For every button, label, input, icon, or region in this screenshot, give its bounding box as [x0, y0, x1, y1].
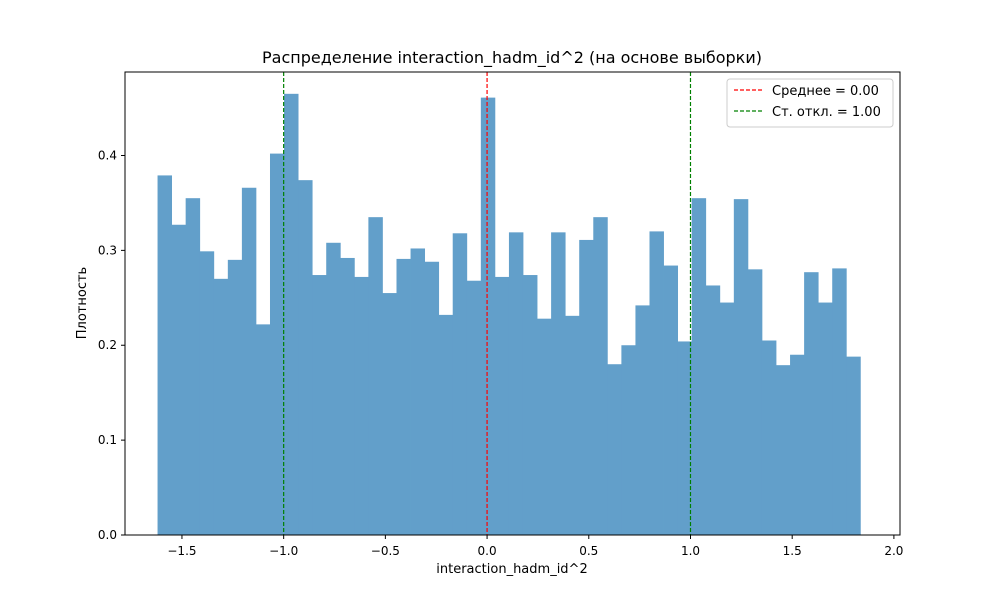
histogram-bar [227, 259, 243, 535]
y-tick-label: 0.0 [98, 528, 117, 542]
histogram-bar [213, 278, 229, 535]
x-tick-label: 2.0 [884, 544, 903, 558]
histogram-bar [649, 231, 664, 536]
histogram-bar [354, 276, 369, 535]
histogram-bar [452, 233, 468, 535]
histogram-bar [761, 340, 777, 535]
histogram-bar [494, 276, 510, 535]
histogram-bar [241, 187, 257, 535]
histogram-bar [466, 280, 482, 535]
histogram-bar [537, 318, 552, 535]
histogram-bar [340, 257, 355, 535]
histogram-bar [298, 180, 313, 535]
histogram-bar [719, 302, 735, 535]
x-axis-label: interaction_hadm_id^2 [436, 562, 587, 577]
histogram-bar [326, 242, 341, 535]
y-axis-label: Плотность [75, 267, 90, 339]
histogram-bar [565, 315, 580, 535]
x-tick-label: 0.5 [579, 544, 598, 558]
x-axis-ticks: −1.5 −1.0 −0.5 0.0 0.5 1.0 1.5 2.0 [167, 535, 903, 558]
y-tick-label: 0.2 [98, 338, 117, 352]
bars-group [157, 93, 861, 536]
histogram-bar [551, 232, 566, 535]
histogram-bar [579, 239, 594, 535]
histogram-bar [663, 265, 679, 535]
histogram-bar [382, 293, 397, 535]
histogram-bar [157, 175, 173, 535]
histogram-bar [480, 97, 496, 535]
x-tick-label: 0.0 [478, 544, 497, 558]
histogram-bar [818, 302, 833, 535]
histogram-bar [691, 198, 707, 536]
legend-label-std: Ст. откл. = 1.00 [772, 105, 881, 120]
legend-label-mean: Среднее = 0.00 [772, 84, 879, 99]
y-tick-label: 0.4 [98, 148, 117, 162]
histogram-bar [593, 217, 608, 536]
histogram-bar [621, 345, 636, 535]
histogram-bar [705, 285, 721, 535]
histogram-bar [368, 217, 383, 536]
histogram-bar [185, 198, 201, 536]
histogram-bar [171, 224, 187, 535]
histogram-bar [635, 305, 650, 535]
histogram-bar [424, 261, 440, 535]
histogram-bar [508, 232, 524, 535]
histogram-bar [790, 354, 805, 535]
histogram-bar [677, 341, 693, 535]
histogram-bar [255, 324, 271, 535]
histogram-bar [199, 251, 215, 535]
x-tick-label: −0.5 [371, 544, 400, 558]
legend: Среднее = 0.00 Ст. откл. = 1.00 [726, 78, 894, 128]
histogram-bar [747, 269, 763, 535]
x-tick-label: 1.0 [681, 544, 700, 558]
histogram-bar [522, 275, 538, 535]
y-tick-label: 0.3 [98, 243, 117, 257]
histogram-bar [776, 365, 791, 535]
plot-frame [124, 71, 901, 536]
histogram-bar [396, 258, 411, 535]
y-axis-ticks: 0.0 0.1 0.2 0.3 0.4 [98, 148, 125, 542]
histogram-bar [312, 275, 327, 535]
y-tick-label: 0.1 [98, 433, 117, 447]
reference-lines [283, 72, 692, 535]
histogram-bar [410, 248, 426, 535]
chart-title: Распределение interaction_hadm_id^2 (на … [262, 48, 762, 68]
x-tick-label: −1.0 [269, 544, 298, 558]
legend-box [726, 78, 894, 128]
histogram-bar [438, 314, 454, 535]
x-tick-label: 1.5 [783, 544, 802, 558]
histogram-bar [832, 268, 847, 535]
histogram-bar [804, 272, 819, 535]
x-tick-label: −1.5 [167, 544, 196, 558]
histogram-bar [733, 199, 749, 535]
histogram-bar [284, 93, 299, 536]
histogram-bar [607, 364, 622, 535]
histogram-bar [269, 153, 285, 535]
histogram-bar [846, 356, 861, 535]
